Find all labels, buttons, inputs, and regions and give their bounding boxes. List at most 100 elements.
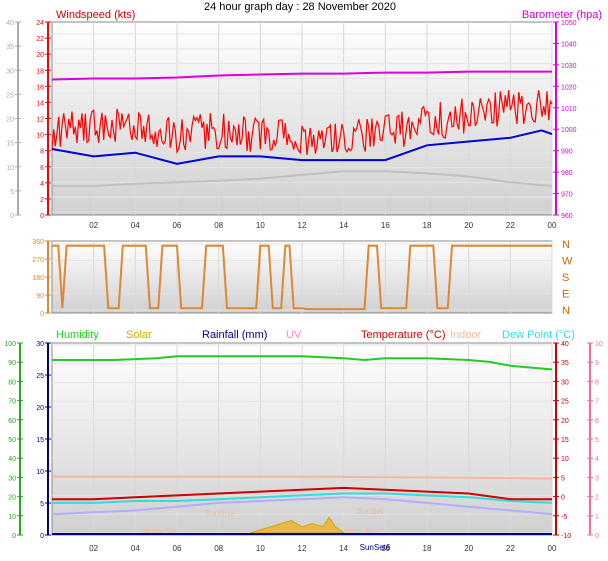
wind-direction-line bbox=[52, 244, 552, 311]
baro-right-axis-tick-label: 980 bbox=[561, 170, 573, 177]
event-annotation: SunSet6 bbox=[360, 543, 391, 552]
dir-left-axis-tick-label: 90 bbox=[36, 293, 44, 300]
temp-x-tick-label: 12 bbox=[298, 544, 307, 553]
uv-right-axis-tick-label: 3 bbox=[595, 475, 599, 482]
wind-left-axis-tick-label: 10 bbox=[36, 133, 44, 140]
uv-right-axis-tick-label: 5 bbox=[595, 437, 599, 444]
rain-axis-tick-label: 20 bbox=[36, 405, 44, 412]
temp-x-tick-label: 06 bbox=[173, 544, 182, 553]
wind-far-left-axis-tick-label: 40 bbox=[6, 20, 14, 27]
uv-right-axis-tick-label: 7 bbox=[595, 399, 599, 406]
humidity-axis-tick-label: 80 bbox=[8, 379, 16, 386]
temp-right-axis-tick-label: 25 bbox=[561, 399, 569, 406]
dir-left-axis-tick-label: 360 bbox=[32, 239, 44, 246]
humidity-axis-tick-label: 100 bbox=[4, 341, 16, 348]
wind-left-axis-tick-label: 18 bbox=[36, 68, 44, 75]
humidity-axis-tick-label: 40 bbox=[8, 456, 16, 463]
baro-right-axis-tick-label: 960 bbox=[561, 213, 573, 220]
humidity-line bbox=[52, 355, 553, 371]
temperature-line bbox=[52, 486, 552, 501]
humidity-axis-tick-label: 50 bbox=[8, 437, 16, 444]
wind-far-left-axis-tick-label: 25 bbox=[6, 92, 14, 99]
uv-right-axis-tick-label: 10 bbox=[595, 341, 603, 348]
uv-right-axis-tick-label: 1 bbox=[595, 514, 599, 521]
temp-x-tick-label: 10 bbox=[256, 544, 265, 553]
wind-grey-line bbox=[52, 170, 553, 187]
baro-right-axis-tick-label: 970 bbox=[561, 192, 573, 199]
temp-x-tick-label: 02 bbox=[89, 544, 98, 553]
temp-right-axis-tick-label: -10 bbox=[561, 533, 571, 540]
wind-left-axis-tick-label: 6 bbox=[40, 165, 44, 172]
wind-left-axis-tick-label: 14 bbox=[36, 100, 44, 107]
uv-right-axis-tick-label: 0 bbox=[595, 533, 599, 540]
humidity-axis-tick-label: 20 bbox=[8, 495, 16, 502]
humidity-axis-tick-label: 90 bbox=[8, 360, 16, 367]
wind-left-axis-tick-label: 20 bbox=[36, 52, 44, 59]
windspeed-line bbox=[51, 90, 553, 156]
dir-compass-label: S bbox=[562, 272, 569, 284]
humidity-axis-tick-label: 10 bbox=[8, 514, 16, 521]
legend-item: Dew Point (°C) bbox=[502, 329, 575, 341]
wind-x-tick-label: 06 bbox=[173, 221, 182, 230]
event-annotation: SunRise bbox=[205, 509, 236, 518]
wind-average-line bbox=[51, 129, 553, 165]
legend-item: Temperature (°C) bbox=[361, 329, 445, 341]
humidity-axis-tick-label: 70 bbox=[8, 399, 16, 406]
rain-axis-tick-label: 25 bbox=[36, 373, 44, 380]
wind-x-tick-label: 02 bbox=[89, 221, 98, 230]
temp-right-axis-tick-label: 30 bbox=[561, 379, 569, 386]
wind-x-tick-label: 22 bbox=[506, 221, 515, 230]
windspeed-legend: Windspeed (kts) bbox=[56, 9, 135, 21]
dir-left-axis-tick-label: 180 bbox=[32, 275, 44, 282]
wind-x-tick-label: 00 bbox=[548, 221, 557, 230]
wind-far-left-axis-tick-label: 20 bbox=[6, 117, 14, 124]
temp-right-axis-tick-label: 5 bbox=[561, 475, 565, 482]
uv-right-axis-tick-label: 9 bbox=[595, 360, 599, 367]
baro-right-axis-tick-label: 1000 bbox=[561, 127, 577, 134]
temp-x-tick-label: 20 bbox=[464, 544, 473, 553]
wind-x-tick-label: 14 bbox=[339, 221, 348, 230]
baro-right-axis-tick-label: 1050 bbox=[561, 20, 577, 27]
baro-right-axis-tick-label: 1010 bbox=[561, 106, 577, 113]
dir-left-axis-tick-label: 0 bbox=[40, 311, 44, 318]
temp-x-tick-label: 08 bbox=[214, 544, 223, 553]
chart-title: 24 hour graph day : 28 November 2020 bbox=[204, 1, 396, 13]
dir-compass-label: W bbox=[562, 256, 573, 268]
secondary-line bbox=[51, 496, 553, 516]
temp-x-tick-label: 00 bbox=[548, 544, 557, 553]
rain-axis-tick-label: 15 bbox=[36, 437, 44, 444]
wind-left-axis-tick-label: 24 bbox=[36, 20, 44, 27]
rain-axis-tick-label: 0 bbox=[40, 533, 44, 540]
wind-left-axis-tick-label: 22 bbox=[36, 36, 44, 43]
dir-compass-label: N bbox=[562, 239, 570, 251]
rain-axis-tick-label: 5 bbox=[40, 501, 44, 508]
wind-x-tick-label: 04 bbox=[131, 221, 140, 230]
temp-x-tick-label: 14 bbox=[339, 544, 348, 553]
baro-right-axis-tick-label: 990 bbox=[561, 149, 573, 156]
solar-area bbox=[249, 516, 346, 534]
wind-far-left-axis-tick-label: 0 bbox=[10, 213, 14, 220]
uv-right-axis-tick-label: 6 bbox=[595, 418, 599, 425]
temp-right-axis-tick-label: 40 bbox=[561, 341, 569, 348]
barometer-line bbox=[51, 70, 552, 81]
wind-x-tick-label: 10 bbox=[256, 221, 265, 230]
wind-far-left-axis-tick-label: 35 bbox=[6, 44, 14, 51]
legend-item: Humidity bbox=[56, 329, 99, 341]
temp-right-axis-tick-label: 15 bbox=[561, 437, 569, 444]
rain-axis-tick-label: 30 bbox=[36, 341, 44, 348]
wind-left-axis-tick-label: 4 bbox=[40, 181, 44, 188]
temp-right-axis-tick-label: 35 bbox=[561, 360, 569, 367]
humidity-axis-tick-label: 60 bbox=[8, 418, 16, 425]
temp-right-axis-tick-label: -5 bbox=[561, 514, 567, 521]
temp-x-tick-label: 04 bbox=[131, 544, 140, 553]
wind-left-axis-tick-label: 16 bbox=[36, 84, 44, 91]
legend-item: UV bbox=[286, 329, 302, 341]
dir-compass-label: N bbox=[562, 305, 570, 317]
wind-left-axis-tick-label: 12 bbox=[36, 117, 44, 124]
dir-compass-label: E bbox=[562, 289, 569, 301]
legend-item: Rainfall (mm) bbox=[202, 329, 267, 341]
wind-far-left-axis-tick-label: 10 bbox=[6, 165, 14, 172]
baro-right-axis-tick-label: 1030 bbox=[561, 63, 577, 70]
wind-far-left-axis-tick-label: 5 bbox=[10, 189, 14, 196]
wind-x-tick-label: 20 bbox=[464, 221, 473, 230]
